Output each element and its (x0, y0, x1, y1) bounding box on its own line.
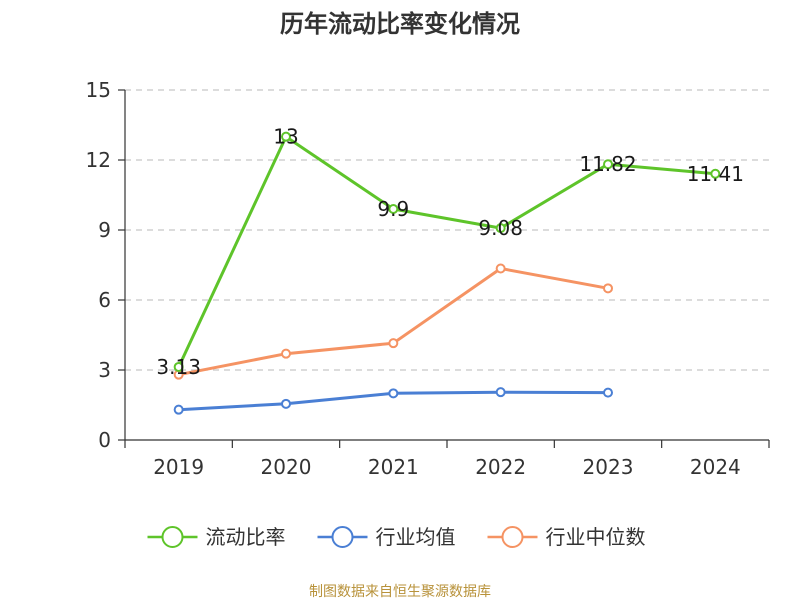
y-tick-label: 3 (98, 358, 111, 382)
series-line-2 (177, 267, 610, 377)
legend-label: 行业中位数 (546, 525, 646, 549)
series-1-point-2021 (388, 388, 399, 399)
data-label-2024: 11.41 (687, 162, 744, 186)
series-2-point-2020 (281, 348, 291, 359)
series-1-point-2020 (281, 398, 291, 409)
legend-label: 流动比率 (206, 525, 286, 549)
series-0-point-2021 (388, 204, 399, 214)
legend-marker (501, 526, 524, 548)
legend-marker (161, 526, 184, 548)
x-tick-label-2023: 2023 (583, 455, 634, 479)
series-1-point-2022 (495, 387, 506, 398)
series-line-0 (177, 135, 717, 369)
series-2-point-2023 (603, 283, 613, 294)
series-2-point-2021 (388, 338, 399, 349)
x-tick-label-2021: 2021 (368, 455, 419, 479)
data-labels: 3.13 13 9.9 9.08 11.82 11.41 (156, 125, 744, 379)
chart-title: 历年流动比率变化情况 (280, 10, 520, 38)
series-1-point-2023 (603, 387, 613, 398)
series-0-point-2020 (281, 131, 291, 142)
y-tick-label: 6 (98, 288, 111, 312)
x-tick-label-2022: 2022 (475, 455, 526, 479)
x-tick-label-2020: 2020 (261, 455, 312, 479)
x-tick-label-2024: 2024 (690, 455, 741, 479)
series-2-point-2022 (495, 263, 506, 274)
legend-item-1: 行业均值 (317, 525, 456, 549)
legend-marker (331, 526, 354, 548)
legend-label: 行业均值 (376, 525, 456, 549)
legend-item-0: 流动比率 (147, 525, 286, 549)
series-lines (173, 131, 721, 415)
data-label-2019: 3.13 (156, 355, 201, 379)
source-note: 制图数据来自恒生聚源数据库 (309, 584, 491, 600)
series-1-point-2019 (173, 404, 184, 415)
axes: 0 3 6 9 12 15 2019 2020 2021 2022 2023 2024 (86, 78, 770, 479)
legend-item-2: 行业中位数 (487, 525, 646, 549)
data-label-2021: 9.9 (377, 197, 409, 221)
y-tick-label: 0 (98, 428, 111, 452)
series-0-point-2024 (710, 168, 721, 179)
y-tick-label: 9 (98, 218, 111, 242)
legend: 流动比率 行业均值 行业中位数 (147, 525, 646, 549)
y-tick-label: 15 (86, 78, 111, 102)
series-0-point-2023 (603, 159, 613, 170)
data-label-2020: 13 (273, 125, 298, 149)
series-0-point-2019 (173, 361, 184, 372)
data-label-2023: 11.82 (579, 152, 636, 176)
series-0-point-2022 (495, 223, 506, 234)
y-tick-label: 12 (86, 148, 111, 172)
data-label-2022: 9.08 (478, 216, 523, 240)
grid-lines (125, 89, 769, 371)
x-tick-label-2019: 2019 (153, 455, 204, 479)
